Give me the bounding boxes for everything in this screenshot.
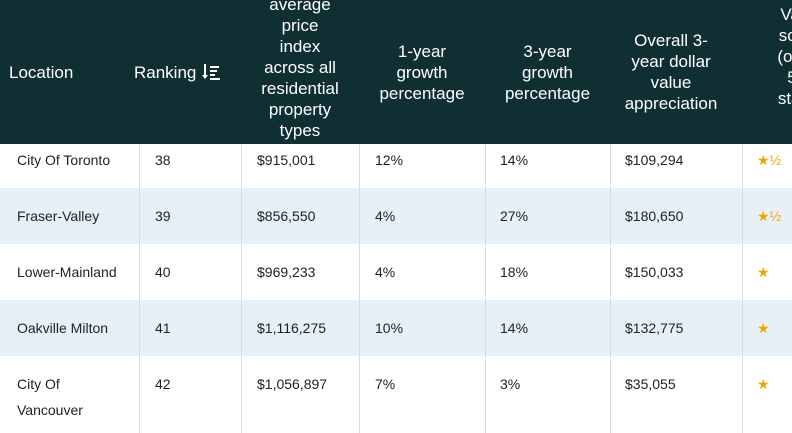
- cell-one-year-growth: 10%: [375, 320, 404, 336]
- table-row: City Of Toronto 38 $915,001 12% 14% $109…: [0, 144, 792, 188]
- cell-one-year-growth: 4%: [375, 208, 396, 224]
- column-header-three-year-growth-label: 3-year growth percentage: [504, 41, 591, 103]
- column-header-ranking-label: Ranking: [134, 62, 197, 82]
- star-rating-icon: ★: [757, 320, 770, 336]
- cell-ranking: 42: [155, 376, 171, 392]
- table-row: Fraser-Valley 39 $856,550 4% 27% $180,65…: [0, 188, 792, 244]
- cell-location: City Of Vancouver: [17, 376, 83, 418]
- cell-one-year-growth: 12%: [375, 152, 404, 168]
- cell-overall-appreciation: $35,055: [625, 376, 676, 392]
- column-header-three-year-growth[interactable]: 3-year growth percentage: [485, 0, 610, 144]
- column-header-overall-appreciation[interactable]: Overall 3- year dollar value appreciatio…: [610, 0, 732, 144]
- cell-location: City Of Toronto: [17, 152, 111, 168]
- cell-overall-appreciation: $109,294: [625, 152, 684, 168]
- column-divider: [610, 144, 611, 433]
- column-header-value-score[interactable]: Val sco (out 5 star: [742, 0, 792, 144]
- star-rating-icon: ★½: [757, 152, 782, 168]
- cell-location: Oakville Milton: [17, 320, 109, 336]
- column-divider: [485, 144, 486, 433]
- column-header-avg-price-label: average price index across all residenti…: [261, 0, 339, 140]
- cell-three-year-growth: 18%: [500, 264, 529, 280]
- cell-three-year-growth: 14%: [500, 320, 529, 336]
- cell-one-year-growth: 4%: [375, 264, 396, 280]
- table-row: Oakville Milton 41 $1,116,275 10% 14% $1…: [0, 300, 792, 356]
- sort-descending-icon[interactable]: [202, 63, 221, 81]
- cell-ranking: 40: [155, 264, 171, 280]
- table-header: Location Ranking average price index acr…: [0, 0, 792, 144]
- cell-avg-price: $915,001: [257, 152, 316, 168]
- star-rating-icon: ★½: [757, 208, 782, 224]
- column-divider: [742, 144, 743, 433]
- cell-ranking: 38: [155, 152, 171, 168]
- star-rating-icon: ★: [757, 264, 770, 280]
- cell-avg-price: $1,116,275: [257, 320, 327, 336]
- cell-avg-price: $1,056,897: [257, 376, 328, 392]
- cell-overall-appreciation: $180,650: [625, 208, 684, 224]
- column-header-value-score-label: Val sco (out 5 star: [777, 5, 792, 108]
- cell-three-year-growth: 27%: [500, 208, 529, 224]
- cell-location: Fraser-Valley: [17, 208, 100, 224]
- column-header-avg-price[interactable]: average price index across all residenti…: [241, 0, 359, 144]
- cell-avg-price: $969,233: [257, 264, 316, 280]
- cell-location: Lower-Mainland: [17, 264, 117, 280]
- cell-one-year-growth: 7%: [375, 376, 396, 392]
- column-header-one-year-growth[interactable]: 1-year growth percentage: [359, 0, 485, 144]
- column-header-overall-appreciation-label: Overall 3- year dollar value appreciatio…: [624, 31, 718, 113]
- column-header-location[interactable]: Location: [9, 0, 134, 144]
- cell-ranking: 41: [155, 320, 171, 336]
- table-row: Lower-Mainland 40 $969,233 4% 18% $150,0…: [0, 244, 792, 300]
- table-body: City Of Toronto 38 $915,001 12% 14% $109…: [0, 144, 792, 433]
- column-header-one-year-growth-label: 1-year growth percentage: [379, 41, 465, 103]
- column-divider: [241, 144, 242, 433]
- column-header-location-label: Location: [9, 62, 74, 82]
- cell-avg-price: $856,550: [257, 208, 316, 224]
- column-header-ranking[interactable]: Ranking: [134, 0, 241, 144]
- table-row: City Of Vancouver 42 $1,056,897 7% 3% $3…: [0, 356, 792, 433]
- column-divider: [139, 144, 140, 433]
- cell-ranking: 39: [155, 208, 171, 224]
- cell-overall-appreciation: $150,033: [625, 264, 684, 280]
- star-rating-icon: ★: [757, 376, 770, 392]
- cell-overall-appreciation: $132,775: [625, 320, 684, 336]
- column-divider: [359, 144, 360, 433]
- cell-three-year-growth: 3%: [500, 376, 521, 392]
- cell-three-year-growth: 14%: [500, 152, 529, 168]
